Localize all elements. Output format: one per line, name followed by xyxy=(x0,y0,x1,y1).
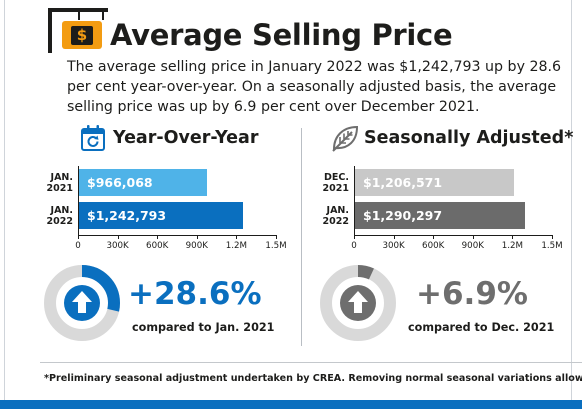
yoy-change-value: +28.6% xyxy=(128,276,262,312)
x-tick-label: 1.5M xyxy=(541,241,563,251)
sign-post xyxy=(48,8,52,53)
category-label: JAN. 2022 xyxy=(317,205,349,227)
sa-compare-caption: compared to Dec. 2021 xyxy=(408,321,555,334)
sa-change-value: +6.9% xyxy=(416,276,528,312)
x-tick xyxy=(78,235,79,239)
y-axis-line xyxy=(78,166,79,236)
category-label-month: JAN. xyxy=(50,205,73,216)
category-label-year: 2021 xyxy=(46,183,73,194)
frame-left-border xyxy=(4,0,5,409)
category-label-month: JAN. xyxy=(50,172,73,183)
ring-progress-arc xyxy=(320,265,396,341)
x-axis-line xyxy=(354,235,552,236)
x-tick-label: 900K xyxy=(185,241,208,251)
category-label: JAN. 2022 xyxy=(41,205,73,227)
x-tick-label: 0 xyxy=(75,241,81,251)
x-tick xyxy=(472,235,474,239)
ring-progress-arc xyxy=(44,265,120,341)
page-title: Average Selling Price xyxy=(110,18,453,52)
x-tick-label: 1.5M xyxy=(265,241,287,251)
x-tick xyxy=(354,235,355,239)
dollar-badge: $ xyxy=(62,21,102,49)
sign-hook-right xyxy=(102,12,104,20)
dollar-symbol: $ xyxy=(71,25,93,45)
x-tick-label: 1.2M xyxy=(225,241,248,251)
x-tick xyxy=(276,235,277,239)
calendar-refresh-icon xyxy=(81,125,105,151)
yoy-compare-caption: compared to Jan. 2021 xyxy=(132,321,275,334)
category-label-year: 2022 xyxy=(322,216,349,227)
yoy-change-ring xyxy=(44,265,120,341)
x-tick xyxy=(236,235,238,239)
footnote: *Preliminary seasonal adjustment underta… xyxy=(44,373,582,384)
bar: $1,206,571 xyxy=(355,169,515,196)
x-tick xyxy=(117,235,119,239)
bar: $1,290,297 xyxy=(355,202,526,229)
bar: $1,242,793 xyxy=(79,202,244,229)
x-tick-label: 300K xyxy=(382,241,405,251)
y-axis-line xyxy=(354,166,355,236)
x-tick-label: 600K xyxy=(146,241,169,251)
category-label: DEC. 2021 xyxy=(317,172,349,194)
x-tick xyxy=(433,235,435,239)
x-tick xyxy=(512,235,514,239)
yoy-section-title: Year-Over-Year xyxy=(113,128,259,148)
frame-right-border xyxy=(571,0,572,409)
up-arrow-icon xyxy=(348,291,368,313)
x-tick xyxy=(393,235,395,239)
x-axis-line xyxy=(78,235,276,236)
x-tick-label: 0 xyxy=(351,241,357,251)
sa-bar-chart: DEC. 2021 $1,206,571 JAN. 2022 $1,290,297 0 300… xyxy=(317,166,567,262)
leaf-icon xyxy=(332,125,359,152)
footnote-divider xyxy=(40,362,582,363)
x-tick xyxy=(157,235,159,239)
bar: $966,068 xyxy=(79,169,207,196)
category-label-month: JAN. xyxy=(326,205,349,216)
sign-arm xyxy=(48,8,108,12)
section-divider xyxy=(301,128,302,346)
category-label-month: DEC. xyxy=(324,172,349,183)
up-arrow-icon xyxy=(72,291,92,313)
sa-section-title: Seasonally Adjusted* xyxy=(364,128,574,148)
x-tick-label: 900K xyxy=(461,241,484,251)
category-label: JAN. 2021 xyxy=(41,172,73,194)
category-label-year: 2021 xyxy=(322,183,349,194)
yoy-bar-chart: JAN. 2021 $966,068 JAN. 2022 $1,242,793 0 300K 6… xyxy=(41,166,291,262)
x-tick-label: 1.2M xyxy=(501,241,524,251)
category-label-year: 2022 xyxy=(46,216,73,227)
sign-hook-left xyxy=(78,12,80,20)
x-tick-label: 300K xyxy=(106,241,129,251)
intro-paragraph: The average selling price in January 202… xyxy=(67,59,562,115)
x-tick xyxy=(196,235,198,239)
x-tick xyxy=(552,235,553,239)
bottom-accent-bar xyxy=(0,400,582,409)
x-tick-label: 600K xyxy=(422,241,445,251)
sa-change-ring xyxy=(320,265,396,341)
